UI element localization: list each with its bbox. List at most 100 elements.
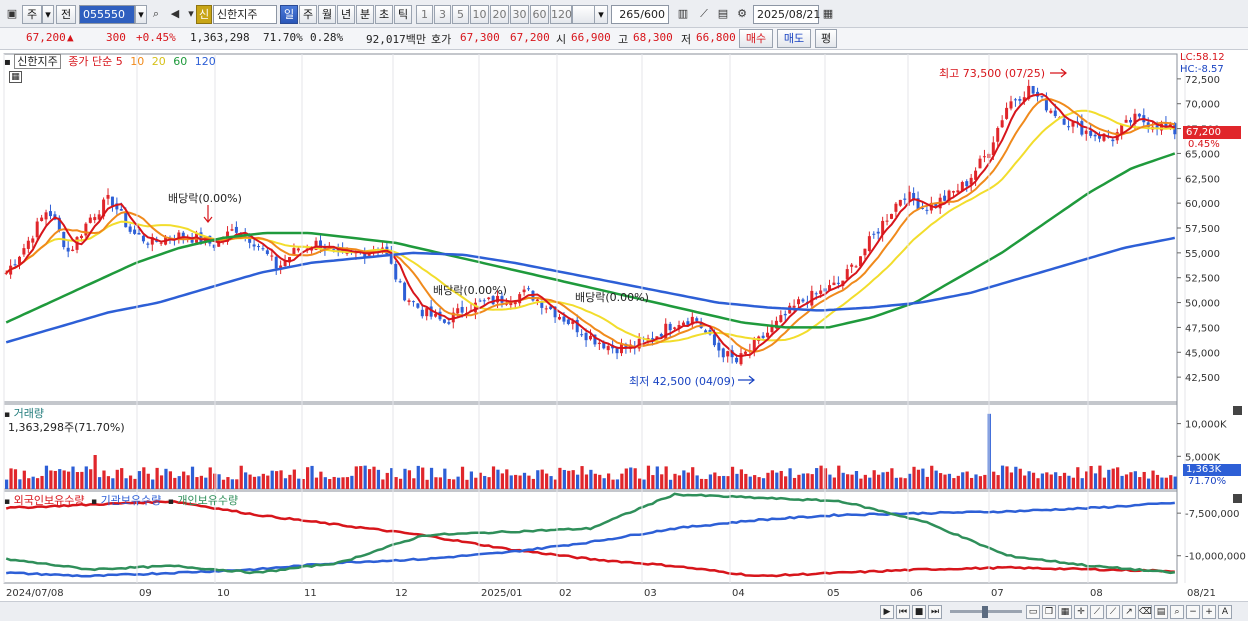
search-icon[interactable]: ⌕ [152,7,160,20]
date-input[interactable]: 2025/08/21 [753,5,820,24]
custom-interval-dropdown-icon[interactable]: ▾ [594,5,608,24]
period-select[interactable]: 전 [56,5,76,24]
holdings-tick-label: -7,500,000 [1185,509,1240,520]
holdings-line-2 [5,492,1175,575]
quote-bar: 67,200 ▲ 300 +0.45% 1,363,298 71.70% 0.2… [0,28,1248,50]
candle-body [133,229,137,234]
candle-body [310,247,314,251]
calendar-icon[interactable]: ▦ [822,7,834,20]
indicator-list-icon[interactable]: ▪ [4,57,11,68]
save-icon[interactable]: ▤ [717,7,729,20]
draw-tool-icon[interactable]: ⟋ [700,7,708,20]
ray-icon[interactable]: ↗ [1122,605,1136,619]
code-dropdown-icon[interactable]: ▾ [135,5,147,24]
volume-bar [761,478,766,489]
tick-number-1[interactable]: 1 [416,5,433,24]
volume-ratio: 71.70% [263,31,303,44]
window-icon[interactable]: ▣ [6,7,18,20]
lc-label: LC:58.12 [1180,52,1225,63]
gear-icon[interactable]: ⚙ [737,7,747,20]
tab-interval-2[interactable]: 월 [318,5,336,24]
market-dropdown-icon[interactable]: ▾ [42,5,54,24]
volume-bar [978,476,983,489]
tick-number-20[interactable]: 20 [490,5,509,24]
speaker-icon[interactable]: ◀ [170,7,180,20]
candle-body [1137,113,1141,117]
holdings-line-0 [5,500,1175,578]
volume-tick-label: 5,000K [1185,452,1221,463]
scroll-right-icon[interactable]: ▶ [880,605,894,619]
candle-body [4,272,8,274]
volume-bar [611,479,615,489]
lock-icon[interactable]: ▤ [1154,605,1168,619]
tab-interval-1[interactable]: 주 [299,5,317,24]
tick-number-10[interactable]: 10 [470,5,489,24]
plus-icon[interactable]: + [1202,605,1216,619]
layout-icon[interactable]: ▭ [1026,605,1040,619]
volume-bar [1142,471,1146,489]
market-select[interactable]: 주 [22,5,42,24]
volume-panel-close-icon[interactable] [1233,406,1242,415]
minus-icon[interactable]: − [1186,605,1200,619]
holdings-panel-close-icon[interactable] [1233,494,1242,503]
sell-button[interactable]: 매도 [777,29,811,48]
trendline-icon[interactable]: ⟋ [1090,605,1104,619]
volume-bar [1058,476,1062,489]
copy-icon[interactable]: ❐ [1042,605,1056,619]
tick-number-30[interactable]: 30 [510,5,529,24]
avg-button[interactable]: 평 [815,29,837,48]
tab-interval-3[interactable]: 년 [337,5,355,24]
tick-number-5[interactable]: 5 [452,5,469,24]
zoom-slider-handle[interactable] [982,606,988,618]
candle-body [593,334,597,345]
tab-interval-6[interactable]: 틱 [394,5,412,24]
volume-value: 1,363,298 [190,31,250,44]
low-label: 저 [681,33,692,46]
volume-bar [18,479,22,489]
first-page-icon[interactable]: ⏮ [896,605,910,619]
eraser-icon[interactable]: ⌫ [1138,605,1152,619]
volume-bar [1164,477,1168,489]
grid-toggle-icon[interactable]: ▦ [9,71,22,83]
stock-code-input[interactable]: 055550 [79,5,135,24]
chart-area[interactable]: 42,500 45,000 47,500 50,000 52,500 55,000 57,5… [0,50,1248,601]
tick-number-3[interactable]: 3 [434,5,451,24]
stop-icon[interactable]: ■ [912,605,926,619]
tab-interval-0[interactable]: 일 [280,5,298,24]
tab-interval-4[interactable]: 분 [356,5,374,24]
volume-bar [947,473,952,489]
buy-button[interactable]: 매수 [739,29,773,48]
candle-icon[interactable]: ▥ [677,7,689,20]
chart-scroll-bar[interactable]: ▶ ⏮ ■ ⏭ ▭ ❐ ▦ ✛ ⟋ ⟋ ↗ ⌫ ▤ ⌕ − + A [0,601,1248,621]
price-tick-label: 60,000 [1185,199,1220,210]
tab-interval-5[interactable]: 초 [375,5,393,24]
chart-canvas[interactable]: 42,500 45,000 47,500 50,000 52,500 55,000 57,5… [0,50,1248,601]
grid-icon[interactable]: ▦ [1058,605,1072,619]
volume-bar [925,476,929,489]
last-page-icon[interactable]: ⏭ [928,605,942,619]
volume-bar [491,466,496,489]
price-tick-label: 55,000 [1185,249,1220,260]
stock-name-field[interactable]: 신한지주 [213,5,277,24]
font-size-icon[interactable]: A [1218,605,1232,619]
count-display[interactable]: 265/600 [611,5,669,24]
tick-number-120[interactable]: 120 [550,5,572,24]
candle-body [912,192,916,201]
chevron-down-icon[interactable]: ▾ [188,7,194,20]
candle-body [814,293,818,295]
crosshair-icon[interactable]: ✛ [1074,605,1088,619]
candle-body [544,308,548,310]
volume-bar [217,474,221,489]
tick-number-60[interactable]: 60 [530,5,549,24]
volume-bar [854,471,859,489]
candle-body [416,303,420,308]
candle-body [190,239,194,243]
zoom-out-icon[interactable]: ⌕ [1170,605,1184,619]
volume-bar [22,470,26,489]
volume-bar [310,465,314,489]
candle-body [265,250,269,254]
trendline-2-icon[interactable]: ⟋ [1106,605,1120,619]
high-annotation: 최고 73,500 (07/25) [939,67,1046,80]
volume-bar [686,472,690,489]
volume-bar [695,475,699,489]
